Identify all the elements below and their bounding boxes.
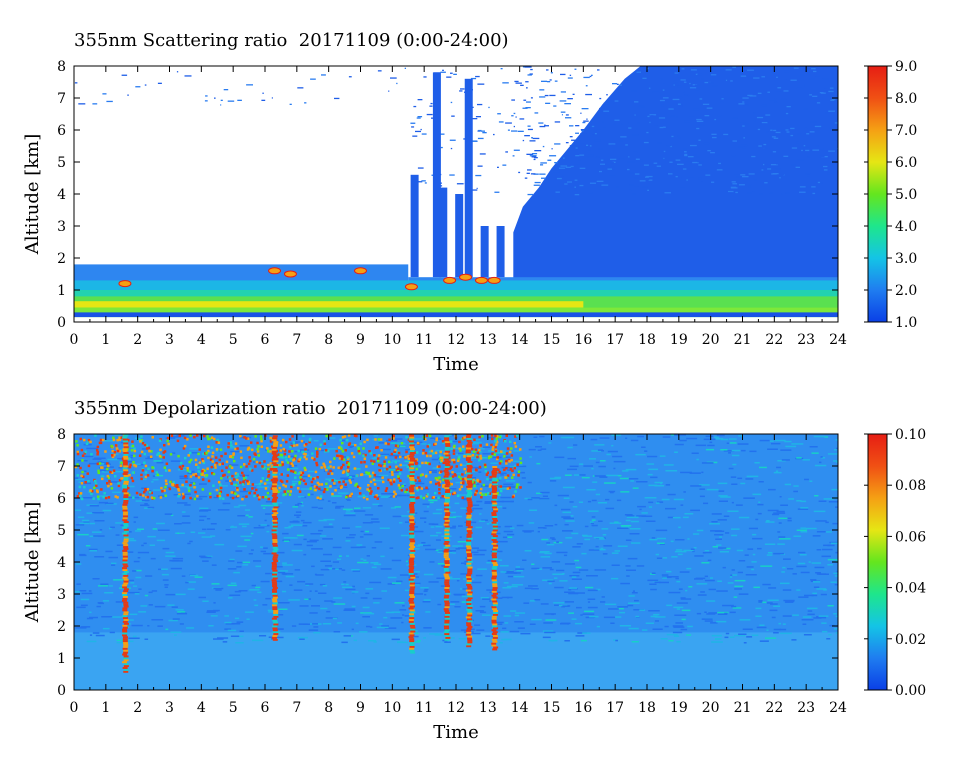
x-tick-label: 20 xyxy=(702,700,720,716)
colorbar-tick-label: 0.08 xyxy=(895,478,926,494)
colorbar-tick-label: 9.0 xyxy=(895,59,917,75)
colorbar xyxy=(867,433,888,691)
colorbar-tick-label: 0.02 xyxy=(895,632,926,648)
x-tick-label: 19 xyxy=(670,700,688,716)
colorbar-tick-label: 7.0 xyxy=(895,123,917,139)
y-tick-label: 2 xyxy=(57,251,66,267)
scattering-ratio-chart: 0 1 2 3 4 5 6 7 8 9 10 11 12 13 14 15 16 17 18 19 20 21 22 23 24… xyxy=(22,59,917,375)
x-tick-label: 24 xyxy=(829,332,847,348)
x-tick-label: 3 xyxy=(165,332,174,348)
y-tick-label: 3 xyxy=(57,219,66,235)
y-tick-label: 3 xyxy=(57,587,66,603)
x-tick-label: 17 xyxy=(606,332,624,348)
x-tick-label: 0 xyxy=(70,700,79,716)
x-tick-label: 7 xyxy=(292,700,301,716)
x-tick-label: 10 xyxy=(383,332,401,348)
y-axis-label: Altitude [km] xyxy=(22,502,43,624)
y-tick-label: 8 xyxy=(57,427,66,443)
y-tick-label: 5 xyxy=(57,523,66,539)
y-tick-label: 6 xyxy=(57,123,66,139)
x-tick-label: 15 xyxy=(543,332,561,348)
x-tick-label: 23 xyxy=(797,332,815,348)
colorbar-tick-label: 6.0 xyxy=(895,155,917,171)
x-tick-label: 8 xyxy=(324,332,333,348)
x-tick-label: 20 xyxy=(702,332,720,348)
colorbar-tick-label: 8.0 xyxy=(895,91,917,107)
x-tick-label: 24 xyxy=(829,700,847,716)
y-tick-label: 0 xyxy=(57,683,66,699)
x-axis-label: Time xyxy=(433,722,478,743)
heatmap-field xyxy=(74,66,838,322)
x-tick-label: 1 xyxy=(101,332,110,348)
x-tick-label: 0 xyxy=(70,332,79,348)
colorbar-tick-label: 1.0 xyxy=(895,315,917,331)
y-tick-label: 6 xyxy=(57,491,66,507)
x-tick-label: 11 xyxy=(415,332,433,348)
y-tick-label: 1 xyxy=(57,283,66,299)
chart-title: 355nm Depolarization ratio 20171109 (0:0… xyxy=(74,398,547,419)
x-tick-label: 1 xyxy=(101,700,110,716)
colorbar xyxy=(867,65,888,323)
x-tick-label: 3 xyxy=(165,700,174,716)
y-tick-label: 2 xyxy=(57,619,66,635)
x-tick-label: 7 xyxy=(292,332,301,348)
x-tick-label: 8 xyxy=(324,700,333,716)
colorbar-tick-label: 0.10 xyxy=(895,427,926,443)
x-tick-label: 16 xyxy=(574,332,592,348)
x-axis-label: Time xyxy=(433,354,478,375)
scattering-ratio-panel: 355nm Scattering ratio 20171109 (0:00-24… xyxy=(22,30,917,375)
x-tick-label: 6 xyxy=(261,332,270,348)
y-tick-label: 4 xyxy=(57,555,66,571)
y-tick-label: 7 xyxy=(57,91,66,107)
x-tick-label: 18 xyxy=(638,700,656,716)
x-tick-label: 11 xyxy=(415,700,433,716)
x-tick-label: 23 xyxy=(797,700,815,716)
x-tick-label: 4 xyxy=(197,332,206,348)
x-tick-label: 15 xyxy=(543,700,561,716)
x-tick-label: 21 xyxy=(734,332,752,348)
x-tick-label: 13 xyxy=(479,332,497,348)
colorbar-tick-label: 0.00 xyxy=(895,683,926,699)
colorbar-tick-label: 5.0 xyxy=(895,187,917,203)
y-tick-label: 7 xyxy=(57,459,66,475)
x-tick-label: 9 xyxy=(356,700,365,716)
x-tick-label: 12 xyxy=(447,700,465,716)
x-tick-label: 17 xyxy=(606,700,624,716)
x-tick-label: 2 xyxy=(133,700,142,716)
x-tick-label: 14 xyxy=(511,332,529,348)
x-tick-label: 21 xyxy=(734,700,752,716)
depolarization-ratio-panel: 355nm Depolarization ratio 20171109 (0:0… xyxy=(0,368,960,753)
x-tick-label: 10 xyxy=(383,700,401,716)
colorbar-tick-label: 0.04 xyxy=(895,581,926,597)
y-tick-label: 0 xyxy=(57,315,66,331)
x-tick-label: 9 xyxy=(356,332,365,348)
y-axis-label: Altitude [km] xyxy=(22,134,43,256)
colorbar-tick-label: 2.0 xyxy=(895,283,917,299)
x-tick-label: 16 xyxy=(574,700,592,716)
x-tick-label: 22 xyxy=(765,700,783,716)
x-tick-label: 19 xyxy=(670,332,688,348)
y-tick-label: 1 xyxy=(57,651,66,667)
x-tick-label: 6 xyxy=(261,700,270,716)
x-tick-label: 14 xyxy=(511,700,529,716)
y-tick-label: 8 xyxy=(57,59,66,75)
y-tick-label: 5 xyxy=(57,155,66,171)
x-tick-label: 5 xyxy=(229,332,238,348)
x-tick-label: 4 xyxy=(197,700,206,716)
depolarization-ratio-chart: 0 1 2 3 4 5 6 7 8 9 10 11 12 13 14 15 16 17 18 19 20 21 22 23 24… xyxy=(22,427,926,743)
colorbar-tick-label: 3.0 xyxy=(895,251,917,267)
chart-title: 355nm Scattering ratio 20171109 (0:00-24… xyxy=(74,30,509,51)
x-tick-label: 2 xyxy=(133,332,142,348)
x-tick-label: 22 xyxy=(765,332,783,348)
y-tick-label: 4 xyxy=(57,187,66,203)
x-tick-label: 13 xyxy=(479,700,497,716)
colorbar-tick-label: 4.0 xyxy=(895,219,917,235)
heatmap-field xyxy=(74,434,838,690)
x-tick-label: 18 xyxy=(638,332,656,348)
x-tick-label: 5 xyxy=(229,700,238,716)
x-tick-label: 12 xyxy=(447,332,465,348)
colorbar-tick-label: 0.06 xyxy=(895,529,926,545)
